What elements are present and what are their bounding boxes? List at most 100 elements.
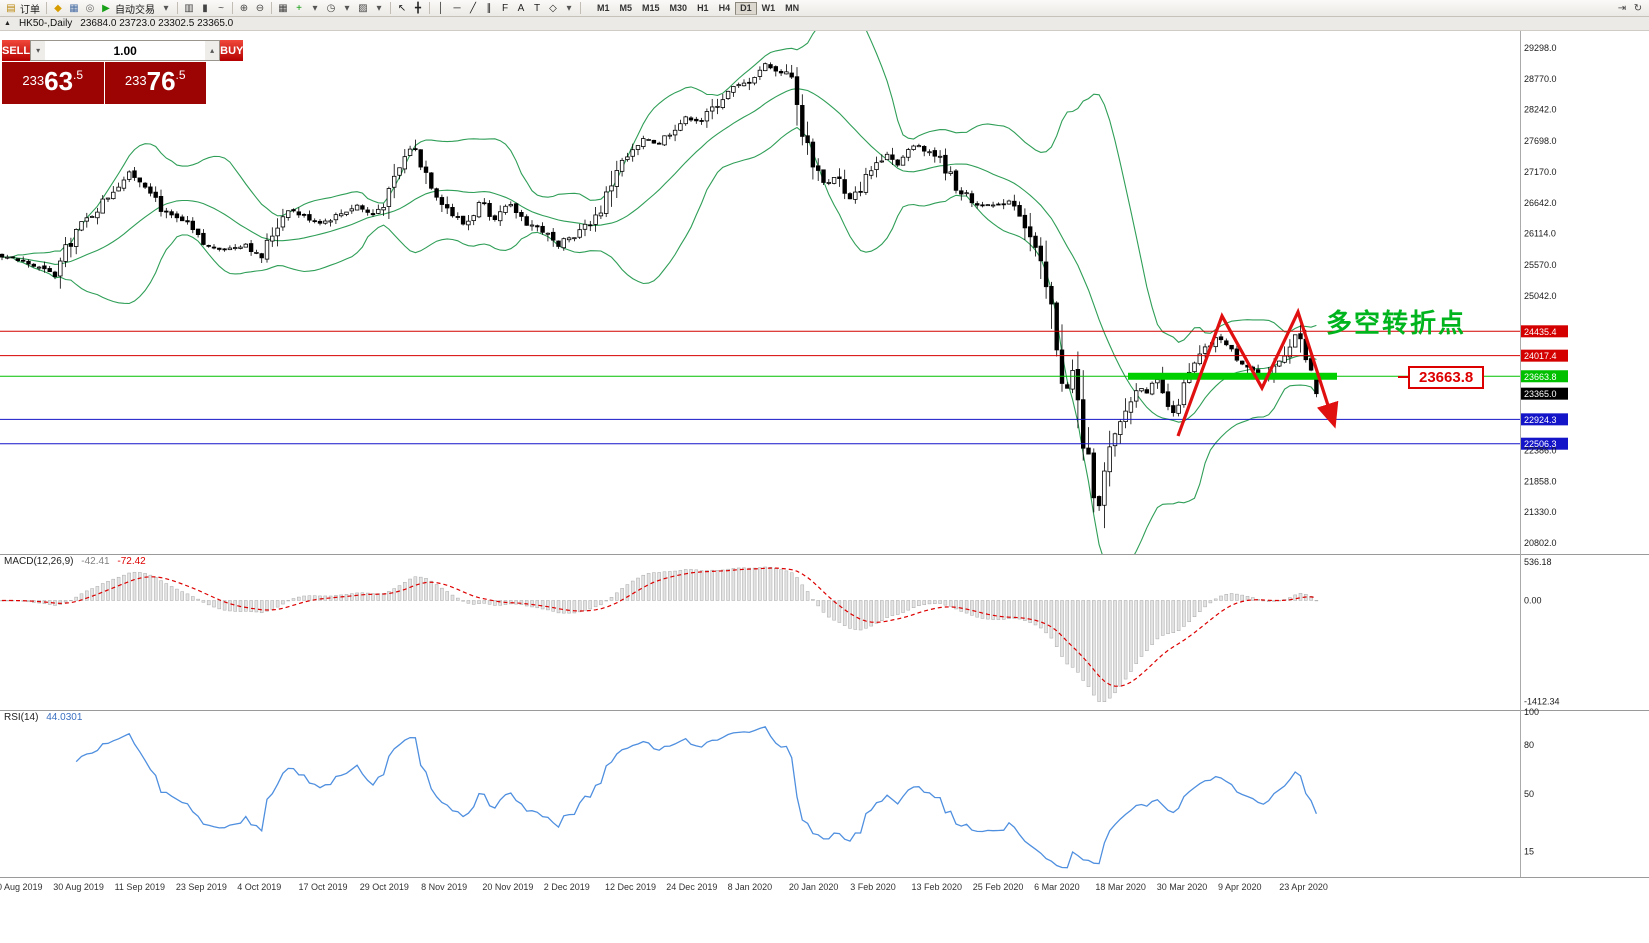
- periods-icon[interactable]: ◷: [326, 2, 336, 14]
- turning-point-annotation[interactable]: 多空转折点: [1326, 308, 1467, 338]
- candlestick-series: [0, 62, 1319, 529]
- chart-candles-icon[interactable]: ▮: [202, 2, 208, 14]
- sell-button[interactable]: SELL: [2, 40, 31, 61]
- price-axis-tick: 21858.0: [1524, 476, 1557, 486]
- price-axis-tick: 22386.0: [1524, 446, 1557, 456]
- vline-icon[interactable]: │: [437, 2, 445, 14]
- level-price-text: 24017.4: [1524, 351, 1557, 361]
- price-axis-tick: 28770.0: [1524, 74, 1557, 84]
- rsi-axis-tick: 50: [1524, 789, 1534, 799]
- autotrade-dropdown-icon[interactable]: ▾: [163, 2, 169, 14]
- buy-price-big: 76: [146, 66, 176, 96]
- autotrade-label[interactable]: 自动交易: [115, 4, 155, 16]
- support-highlight-segment[interactable]: [1128, 372, 1337, 380]
- rsi-axis-tick: 100: [1524, 707, 1539, 717]
- toolbar-separator: [429, 2, 430, 14]
- timeframe-H1[interactable]: H1: [697, 2, 709, 13]
- date-axis-label: 2 Dec 2019: [544, 882, 590, 892]
- shapes-dropdown-icon[interactable]: ▾: [566, 2, 572, 14]
- date-axis-label: 20 Aug 2019: [0, 882, 43, 892]
- lot-increase-button[interactable]: ▴: [205, 41, 220, 60]
- macd-value-main: -42.41: [81, 556, 110, 567]
- timeframe-M5[interactable]: M5: [619, 2, 633, 13]
- macd-axis-tick: 0.00: [1524, 595, 1542, 605]
- new-order-icon[interactable]: ▤: [6, 2, 16, 14]
- date-axis-label: 18 Mar 2020: [1095, 882, 1146, 892]
- data-window-icon[interactable]: ▦: [69, 2, 79, 14]
- price-axis-tick: 27170.0: [1524, 167, 1557, 177]
- rsi-line: [75, 726, 1318, 869]
- templates-dropdown-icon[interactable]: ▾: [376, 2, 382, 14]
- date-axis-label: 23 Sep 2019: [176, 882, 227, 892]
- navigator-icon[interactable]: ◎: [85, 2, 95, 14]
- price-callout-label[interactable]: 23663.8: [1408, 366, 1485, 389]
- collapse-icon[interactable]: ▲: [4, 20, 11, 27]
- tile-windows-icon[interactable]: ▦: [278, 2, 288, 14]
- timeframe-H4[interactable]: H4: [718, 2, 731, 13]
- fibonacci-icon[interactable]: F: [501, 2, 509, 14]
- autotrade-icon[interactable]: ▶: [102, 2, 110, 14]
- rsi-title: RSI(14): [4, 712, 39, 723]
- price-axis[interactable]: [1520, 31, 1649, 878]
- new-order-label[interactable]: 订单: [20, 4, 40, 16]
- macd-title: MACD(12,26,9): [4, 556, 74, 567]
- chart-plot-area[interactable]: [0, 31, 1520, 554]
- level-price-label: [1521, 325, 1568, 338]
- periods-dropdown-icon[interactable]: ▾: [344, 2, 350, 14]
- price-axis-tick: 20802.0: [1524, 538, 1557, 548]
- templates-icon[interactable]: ▨: [358, 2, 368, 14]
- timeframe-M15[interactable]: M15: [642, 2, 660, 13]
- level-price-label: [1521, 370, 1568, 383]
- date-axis-label: 4 Oct 2019: [237, 882, 281, 892]
- indicators-icon[interactable]: +: [296, 2, 302, 14]
- lot-size-input[interactable]: [45, 41, 206, 60]
- date-axis-label: 30 Aug 2019: [53, 882, 104, 892]
- level-price-text: 22506.3: [1524, 439, 1557, 449]
- date-axis-label: 25 Feb 2020: [973, 882, 1024, 892]
- horizontal-levels[interactable]: 24435.4 24017.4 23663.8 23365.0 22924.3 22506…: [0, 325, 1568, 450]
- buy-button[interactable]: BUY: [220, 40, 244, 61]
- shapes-icon[interactable]: ◇: [549, 2, 557, 14]
- indicators-dropdown-icon[interactable]: ▾: [312, 2, 318, 14]
- label-icon[interactable]: T: [533, 2, 541, 14]
- lot-decrease-button[interactable]: ▾: [31, 41, 46, 60]
- date-axis-label: 13 Feb 2020: [912, 882, 963, 892]
- cursor-icon[interactable]: ↖: [397, 2, 407, 14]
- sell-quote[interactable]: 233 63 .5: [2, 62, 104, 104]
- main-toolbar: ▤ 订单 ◆ ▦ ◎ ▶ 自动交易 ▾ ▥ ▮ ~ ⊕ ⊖ ▦ + ▾ ◷ ▾ ▨ ▾ ↖ ╋ │ ─ ╱ ∥ F A T ◇ ▾ M1 M5 M…: [0, 0, 1649, 17]
- channel-icon[interactable]: ∥: [486, 2, 492, 14]
- auto-scroll-icon[interactable]: ↻: [1633, 2, 1643, 14]
- level-price-label: [1521, 413, 1568, 426]
- price-axis-tick: 26114.0: [1524, 229, 1556, 239]
- timeframe-M30[interactable]: M30: [669, 2, 688, 13]
- zoom-out-icon[interactable]: ⊖: [255, 2, 265, 14]
- crosshair-icon[interactable]: ╋: [414, 2, 422, 14]
- chart-bars-icon[interactable]: ▥: [184, 2, 194, 14]
- chart-shift-icon[interactable]: ⇥: [1617, 2, 1627, 14]
- buy-quote[interactable]: 233 76 .5: [104, 62, 206, 104]
- date-axis-label: 30 Mar 2020: [1157, 882, 1208, 892]
- toolbar-separator: [232, 2, 233, 14]
- zigzag-arrow-annotation[interactable]: [1176, 307, 1339, 437]
- timeframe-M1[interactable]: M1: [597, 2, 610, 13]
- date-axis-label: 11 Sep 2019: [115, 882, 165, 892]
- date-axis-label: 29 Oct 2019: [360, 882, 409, 892]
- level-price-text: 23365.0: [1524, 389, 1557, 399]
- sell-price-prefix: 233: [22, 73, 45, 88]
- trendline-icon[interactable]: ╱: [469, 2, 477, 14]
- text-icon[interactable]: A: [517, 2, 525, 14]
- level-price-label: [1521, 437, 1568, 450]
- rsi-panel[interactable]: [0, 711, 1520, 878]
- market-watch-icon[interactable]: ◆: [54, 2, 62, 14]
- chart-line-icon[interactable]: ~: [218, 2, 224, 14]
- rsi-axis-tick: 15: [1524, 846, 1534, 856]
- date-axis[interactable]: [0, 878, 1649, 895]
- timeframe-W1[interactable]: W1: [761, 2, 776, 13]
- zoom-in-icon[interactable]: ⊕: [239, 2, 249, 14]
- hline-icon[interactable]: ─: [453, 2, 461, 14]
- date-axis-label: 6 Mar 2020: [1034, 882, 1080, 892]
- sell-price-frac: .5: [73, 68, 84, 82]
- timeframe-MN[interactable]: MN: [785, 2, 800, 13]
- timeframe-D1[interactable]: D1: [735, 1, 757, 15]
